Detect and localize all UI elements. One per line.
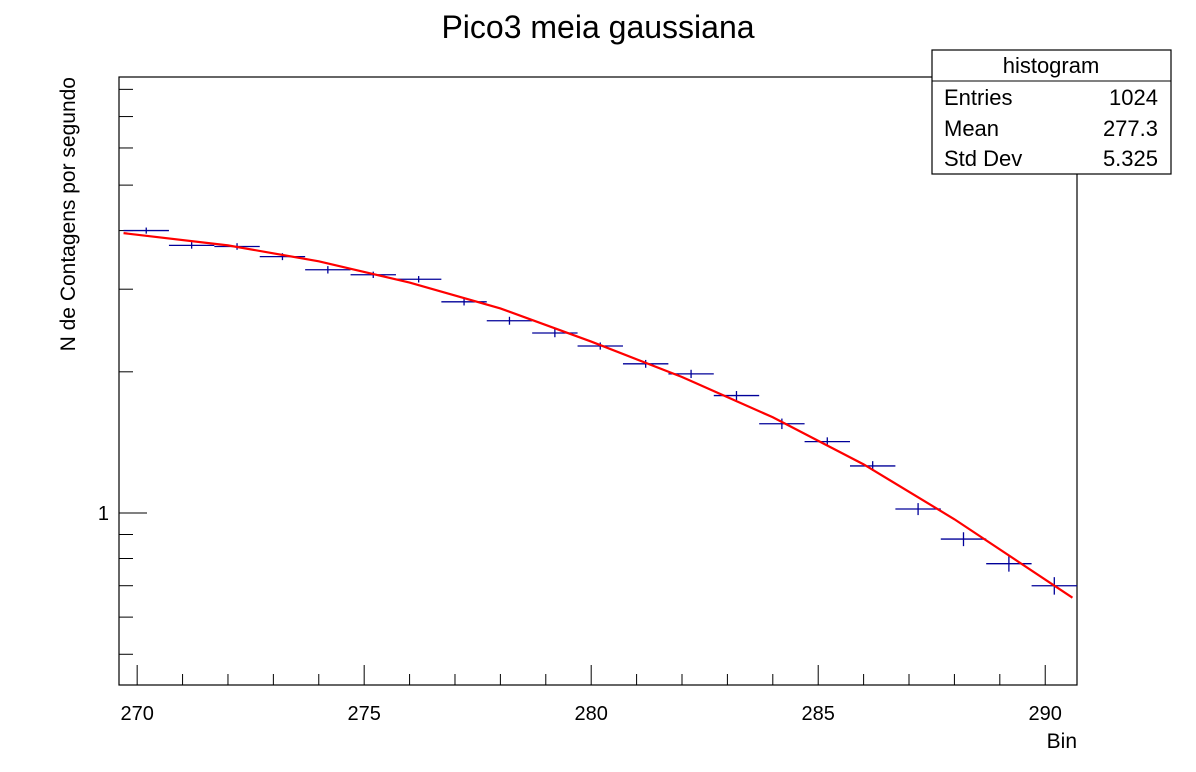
histogram-point [123,227,169,234]
x-axis-label: Bin [1047,730,1077,753]
histogram-point [986,555,1032,572]
y-axis-tick-labels: 1 [98,503,109,525]
histogram-point [395,276,442,283]
x-tick-label: 275 [347,703,380,725]
x-tick-label: 270 [120,703,153,725]
stats-entries-label: Entries [944,85,1012,110]
fit-curve [123,232,1074,599]
stats-mean-value: 277.3 [1103,116,1158,141]
x-tick-label: 290 [1029,703,1062,725]
x-tick-label: 285 [802,703,835,725]
stats-box-frame [931,49,1172,175]
chart-title: Pico3 meia gaussiana [441,9,754,45]
x-tick-label: 280 [575,703,608,725]
histogram-point [940,532,987,547]
histogram-point [305,266,351,274]
stats-stddev-value: 5.325 [1103,146,1158,171]
histogram-point [168,242,215,249]
y-axis-ticks [119,88,147,655]
plot-frame [118,76,1078,686]
y-tick-label: 1 [98,503,109,525]
stats-stddev-label: Std Dev [944,146,1022,171]
fit-curve-layer [123,232,1074,599]
stats-box-title: histogram [1003,53,1100,78]
histogram-point [895,503,941,516]
y-axis-label: N de Contagens por segundo [57,77,80,351]
stats-mean-label: Mean [944,116,999,141]
histogram-point [759,418,805,430]
x-axis-ticks [136,665,1046,685]
stats-entries-value: 1024 [1109,85,1158,110]
x-axis-tick-labels: 270 275 280 285 290 [120,703,1061,725]
histogram-points [123,227,1077,595]
histogram-point [486,316,533,325]
histogram-point [713,391,760,401]
stats-box: histogram Entries 1024 Mean 277.3 Std De… [931,49,1172,175]
